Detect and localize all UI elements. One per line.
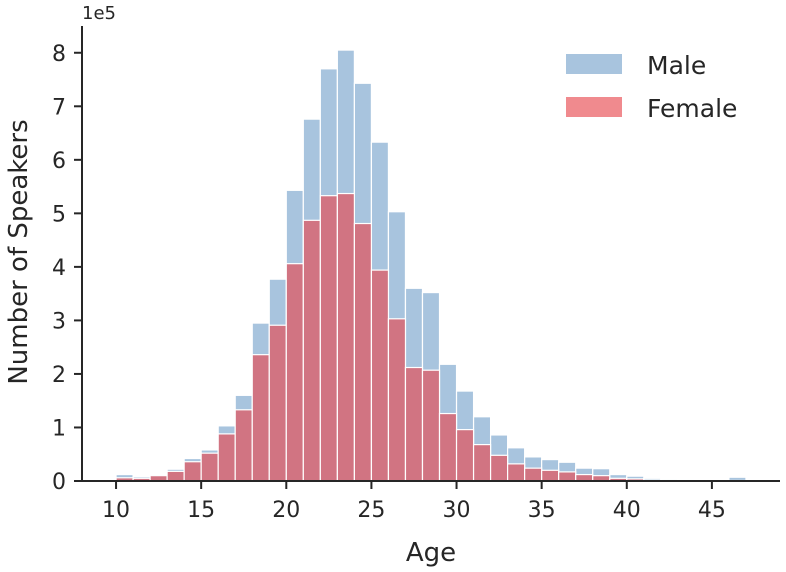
y-tick-label: 5 (52, 202, 66, 227)
y-tick-label: 0 (52, 470, 66, 495)
bar-female (251, 354, 270, 482)
x-tick-label: 30 (443, 498, 471, 523)
bar-female (336, 192, 355, 482)
bar-female (438, 412, 458, 482)
bar-female (217, 433, 236, 482)
bar-female (541, 469, 560, 482)
bar-female (166, 470, 185, 482)
bar-female (200, 452, 219, 482)
bar-female (319, 195, 338, 482)
y-axis-label: Number of Speakers (4, 119, 34, 384)
x-tick-label: 45 (698, 498, 726, 523)
x-tick-label: 15 (187, 498, 215, 523)
bar-female (234, 409, 253, 482)
bar-female (285, 263, 304, 482)
x-ticks: 10 15 20 25 30 35 40 45 (102, 481, 726, 523)
bar-female (387, 318, 407, 482)
x-axis-label: Age (406, 538, 456, 568)
bar-female (507, 463, 526, 482)
x-tick-label: 20 (272, 498, 300, 523)
bar-female (489, 454, 509, 482)
bar-female (353, 222, 373, 482)
y-tick-label: 6 (52, 149, 66, 174)
y-tick-label: 4 (52, 256, 66, 281)
y-axis-exponent-label: 1e5 (82, 3, 116, 24)
y-tick-label: 1 (52, 416, 66, 441)
y-tick-label: 3 (52, 309, 66, 334)
legend-label-female: Female (647, 94, 737, 123)
x-tick-label: 25 (357, 498, 385, 523)
bars-layer (115, 49, 747, 482)
legend: Male Female (566, 51, 737, 123)
bar-female (558, 471, 577, 482)
bar-female (404, 366, 424, 482)
y-tick-label: 8 (52, 42, 66, 67)
bar-female (370, 269, 390, 482)
x-tick-label: 10 (102, 498, 130, 523)
x-tick-label: 35 (528, 498, 556, 523)
bar-female (524, 467, 543, 482)
y-tick-label: 2 (52, 363, 66, 388)
bar-female (302, 219, 321, 482)
bar-female (421, 369, 441, 482)
y-tick-label: 7 (52, 95, 66, 120)
axes-layer (81, 26, 780, 482)
x-tick-label: 40 (613, 498, 641, 523)
legend-swatch-male (566, 54, 622, 74)
bar-female (268, 324, 287, 482)
bar-female (183, 461, 202, 482)
legend-label-male: Male (647, 51, 706, 80)
bar-female (455, 429, 475, 482)
legend-swatch-female (566, 97, 622, 117)
bar-female (472, 444, 492, 482)
y-ticks: 0 1 2 3 4 5 6 7 8 (52, 42, 82, 495)
